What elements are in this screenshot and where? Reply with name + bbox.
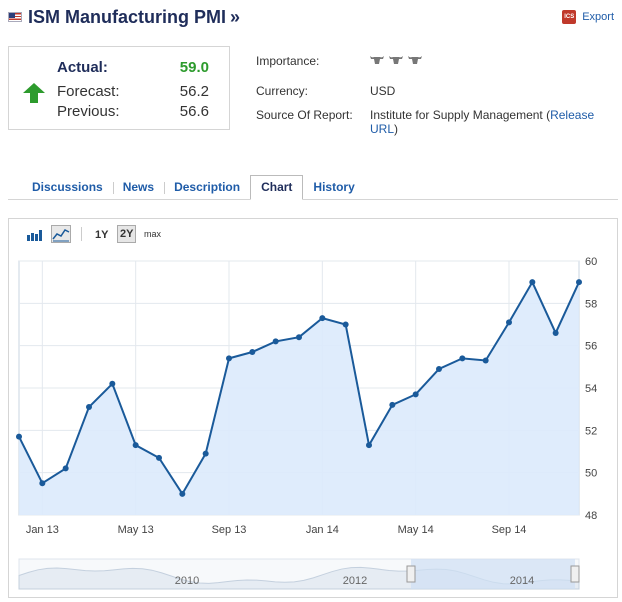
importance-row: Importance: — [256, 54, 319, 68]
data-point — [16, 433, 22, 440]
bar-chart-icon[interactable] — [25, 225, 43, 243]
data-point — [459, 355, 466, 362]
data-point — [272, 338, 279, 345]
y-tick-label: 60 — [585, 256, 597, 268]
actual-row: Actual: 59.0 — [57, 59, 209, 76]
data-point — [109, 380, 116, 387]
export-label[interactable]: Export — [582, 11, 614, 23]
series-area — [19, 282, 579, 515]
data-point — [179, 490, 186, 497]
data-point — [132, 442, 139, 449]
previous-label: Previous: — [57, 103, 120, 120]
forecast-row: Forecast: 56.2 — [57, 83, 209, 100]
data-point — [202, 450, 209, 457]
data-point — [319, 315, 326, 322]
y-tick-label: 48 — [585, 510, 597, 522]
source-label: Source Of Report: — [256, 108, 353, 122]
currency-label: Currency: — [256, 84, 309, 98]
data-point — [506, 319, 512, 326]
tab-chart[interactable]: Chart — [250, 175, 304, 200]
data-point — [482, 357, 489, 364]
ics-calendar-icon: ICS — [562, 10, 577, 24]
x-tick-label: Sep 13 — [212, 524, 247, 536]
title-suffix: » — [230, 6, 241, 27]
x-tick-label: Sep 14 — [492, 524, 527, 536]
importance-label: Importance: — [256, 54, 320, 68]
up-arrow-icon — [23, 83, 45, 103]
source-name: Institute for Supply Management ( — [370, 108, 551, 122]
navigator-selection — [411, 559, 575, 589]
line-chart-button[interactable] — [51, 225, 71, 243]
y-tick-label: 50 — [585, 468, 597, 480]
source-row: Source Of Report: — [256, 108, 353, 122]
x-tick-label: May 14 — [398, 524, 434, 536]
export-button[interactable]: ICS Export — [562, 10, 614, 24]
data-point — [296, 334, 302, 341]
pmi-line-chart: 48 50 52 54 56 58 60 Jan 13 May 13 Sep 13 Jan 14 Ma… — [16, 256, 597, 590]
y-tick-label: 54 — [585, 383, 597, 395]
navigator-label: 2010 — [175, 575, 199, 587]
data-point — [389, 401, 396, 408]
data-point — [62, 465, 69, 472]
tab-news[interactable]: News — [112, 180, 164, 199]
navigator-label: 2012 — [343, 575, 367, 587]
actual-label: Actual: — [57, 59, 108, 76]
forecast-value: 56.2 — [179, 83, 209, 100]
y-tick-label: 58 — [585, 298, 597, 310]
page-header: ISM Manufacturing PMI» — [8, 6, 240, 28]
navigator-handle-left — [406, 565, 416, 583]
release-summary-box: Actual: 59.0 Forecast: 56.2 Previous: 56… — [8, 46, 230, 130]
x-tick-label: May 13 — [118, 524, 154, 536]
data-point — [249, 349, 256, 356]
data-point — [436, 365, 442, 372]
actual-value: 59.0 — [179, 59, 209, 76]
bull-icon — [370, 55, 384, 65]
data-point — [552, 329, 559, 336]
chart-panel: 1Y 2Y max 48 50 52 54 56 58 60 Jan 13 May 13 Sep … — [8, 218, 618, 598]
source-close: ) — [394, 122, 399, 136]
y-tick-label: 56 — [585, 341, 597, 353]
bull-icon — [408, 55, 422, 65]
data-point — [342, 321, 349, 328]
tab-discussions[interactable]: Discussions — [32, 180, 103, 194]
navigator-label: 2014 — [510, 575, 534, 587]
data-point — [39, 480, 46, 487]
range-max-button[interactable]: max — [144, 229, 162, 239]
x-tick-label: Jan 14 — [306, 524, 339, 536]
data-point — [86, 404, 92, 411]
release-url-link[interactable]: Release URL — [370, 108, 595, 136]
tab-description[interactable]: Description — [164, 180, 250, 199]
page-title[interactable]: ISM Manufacturing PMI» — [28, 6, 241, 27]
source-value: Institute for Supply Management (Release… — [370, 108, 610, 136]
data-point — [156, 454, 162, 461]
line-chart-icon — [52, 229, 70, 242]
data-point — [226, 355, 232, 362]
tab-bar: Discussions News Description Chart Histo… — [8, 175, 618, 200]
bull-icon — [389, 55, 403, 65]
currency-row: Currency: — [256, 84, 308, 98]
tab-history[interactable]: History — [313, 180, 355, 194]
previous-row: Previous: 56.6 — [57, 103, 209, 120]
range-1y-button[interactable]: 1Y — [95, 229, 109, 241]
data-point — [529, 279, 536, 286]
data-point — [366, 442, 372, 449]
data-point — [576, 279, 582, 286]
range-2y-button[interactable]: 2Y — [117, 225, 137, 243]
x-tick-label: Jan 13 — [26, 524, 59, 536]
previous-value: 56.6 — [179, 103, 209, 120]
us-flag-icon — [8, 12, 22, 22]
toolbar-divider — [81, 227, 82, 241]
forecast-label: Forecast: — [57, 83, 120, 100]
data-point — [412, 391, 419, 398]
importance-rating — [370, 55, 422, 65]
y-tick-label: 52 — [585, 425, 597, 437]
currency-value: USD — [370, 84, 396, 98]
navigator-handle-right — [570, 565, 580, 583]
